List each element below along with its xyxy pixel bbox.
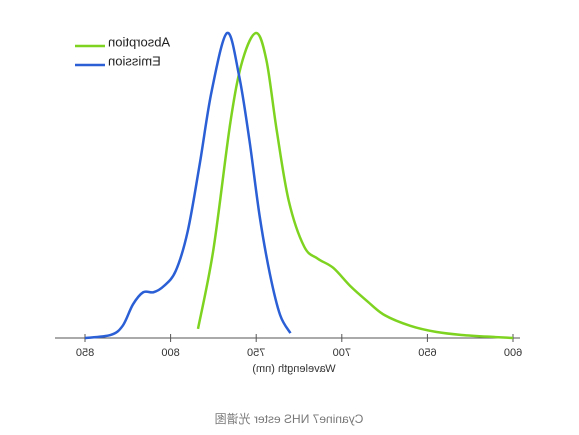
caption: Cyanine7 NHS ester 光谱图 xyxy=(215,412,364,426)
x-axis-label: Wavelength (nm) xyxy=(252,363,335,375)
x-tick-label: 600 xyxy=(504,347,522,359)
legend-label: Absorption xyxy=(108,34,170,49)
x-tick-label: 700 xyxy=(333,347,351,359)
series-line xyxy=(84,31,292,340)
legend-label: Emission xyxy=(108,53,161,68)
series-line xyxy=(196,31,514,340)
x-tick-label: 800 xyxy=(161,347,179,359)
x-tick-label: 750 xyxy=(247,347,265,359)
x-tick-label: 850 xyxy=(76,347,94,359)
mirrored-chart: Cyanine7 NHS ester 光谱图 Wavelength (nm) 6… xyxy=(55,31,522,426)
x-tick-label: 650 xyxy=(418,347,436,359)
